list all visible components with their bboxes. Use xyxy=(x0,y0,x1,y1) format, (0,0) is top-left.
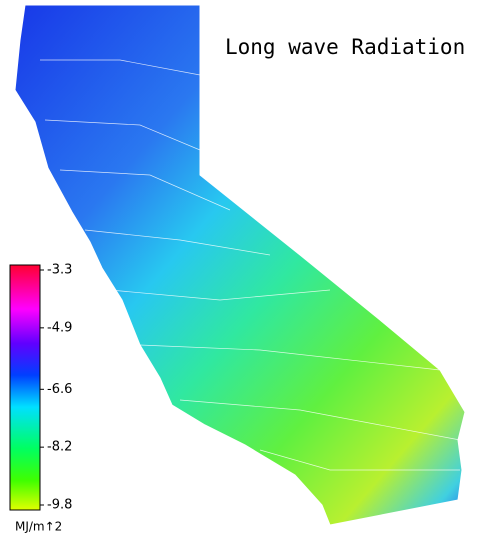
colorbar-label: MJ/m↑2 xyxy=(15,520,62,534)
colorbar-tick-label: -3.3 xyxy=(47,263,72,278)
california xyxy=(14,4,466,526)
colorbar-tick-label: -6.6 xyxy=(47,382,72,397)
colorbar-tick-label: -9.8 xyxy=(47,498,72,513)
county-lines xyxy=(40,59,461,471)
colorbar-tick-label: -4.9 xyxy=(47,320,72,335)
title: Long wave Radiation xyxy=(225,35,465,59)
colorbar-tick-label: -8.2 xyxy=(47,440,72,455)
colorbar xyxy=(9,264,41,511)
